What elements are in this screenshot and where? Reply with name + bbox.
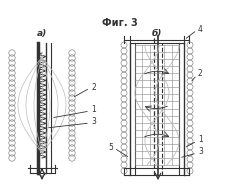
Text: Фиг. 3: Фиг. 3 [102,18,138,28]
Text: 4: 4 [198,25,203,34]
Text: 1: 1 [91,106,96,114]
Text: 5: 5 [108,142,113,152]
Text: а): а) [37,29,47,38]
Text: 3: 3 [198,147,203,157]
Text: б): б) [152,29,162,38]
Text: 2: 2 [91,82,96,91]
Text: 3: 3 [91,118,96,126]
Text: 1: 1 [198,135,203,145]
Text: 2: 2 [198,69,203,79]
